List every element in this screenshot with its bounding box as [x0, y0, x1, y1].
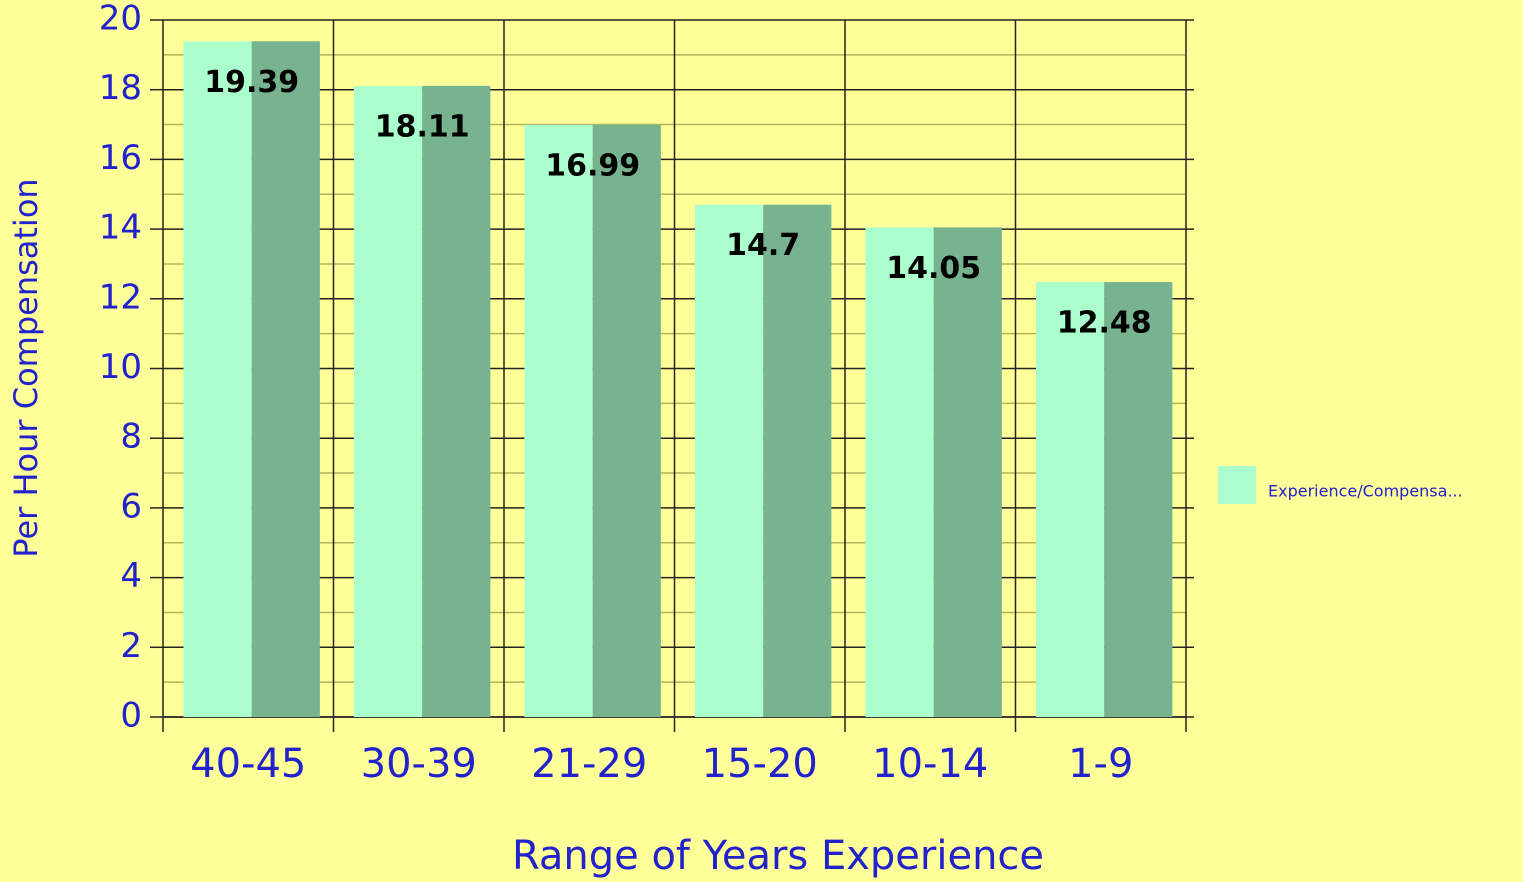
bar [1035, 282, 1105, 717]
y-axis-title: Per Hour Compensation [7, 178, 45, 557]
y-tick-label: 10 [99, 347, 142, 387]
bar-shade [763, 204, 832, 717]
x-axis-title: Range of Years Experience [512, 833, 1044, 879]
value-label: 12.48 [1057, 306, 1152, 341]
x-tick-label: 1-9 [1068, 741, 1133, 787]
bar-shade [933, 227, 1002, 718]
x-tick-label: 30-39 [361, 741, 477, 787]
y-tick-label: 2 [120, 626, 142, 666]
value-label: 16.99 [545, 148, 640, 183]
y-tick-label: 8 [120, 417, 142, 457]
value-label: 19.39 [204, 65, 299, 100]
y-tick-label: 4 [120, 556, 142, 596]
y-tick-label: 20 [99, 0, 142, 39]
bar [694, 204, 764, 717]
bar-shade [251, 41, 320, 718]
bar [183, 41, 252, 718]
legend-swatch [1218, 466, 1256, 504]
bar [865, 227, 934, 718]
y-tick-label: 6 [120, 486, 142, 526]
x-tick-label: 21-29 [531, 741, 647, 787]
x-tick-label: 40-45 [190, 741, 306, 787]
y-tick-label: 16 [99, 138, 142, 178]
value-label: 14.05 [886, 251, 981, 286]
y-tick-label: 18 [99, 68, 142, 108]
y-tick-label: 14 [99, 208, 142, 248]
bar [524, 124, 593, 717]
x-tick-label: 15-20 [702, 741, 818, 787]
y-tick-label: 12 [99, 277, 142, 317]
value-label: 14.7 [726, 228, 800, 263]
legend-label: Experience/Compensa... [1268, 482, 1463, 501]
y-tick-label: 0 [120, 696, 142, 736]
value-label: 18.11 [375, 109, 470, 144]
bar-shade [1104, 282, 1173, 717]
bar-shade [422, 85, 491, 717]
x-tick-label: 10-14 [872, 741, 988, 787]
bar [353, 85, 423, 717]
bar-shade [592, 124, 661, 717]
